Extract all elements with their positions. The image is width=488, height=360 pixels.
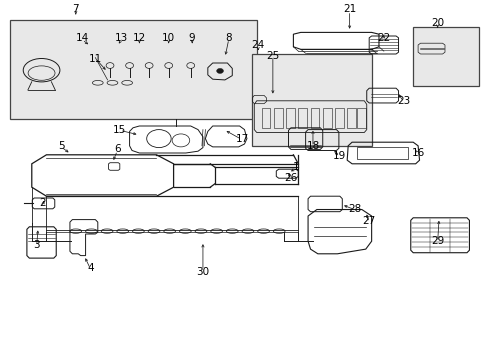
Bar <box>298 108 306 128</box>
Text: 10: 10 <box>162 33 175 43</box>
Text: 30: 30 <box>196 267 209 277</box>
Circle shape <box>216 68 223 73</box>
Text: 18: 18 <box>305 141 319 151</box>
Text: 4: 4 <box>87 263 94 273</box>
Bar <box>251 54 371 146</box>
Bar <box>334 108 343 128</box>
Bar <box>322 108 331 128</box>
Text: 15: 15 <box>113 125 126 135</box>
Text: 26: 26 <box>284 173 297 183</box>
Text: 21: 21 <box>342 4 356 14</box>
Bar <box>285 108 294 128</box>
Text: 22: 22 <box>376 33 390 43</box>
Text: 7: 7 <box>72 4 79 14</box>
Text: 8: 8 <box>225 33 232 43</box>
Text: 24: 24 <box>251 40 264 50</box>
Bar <box>261 108 270 128</box>
Text: 14: 14 <box>75 33 89 43</box>
Text: 27: 27 <box>362 216 375 226</box>
Text: 1: 1 <box>292 162 299 172</box>
Text: 12: 12 <box>132 33 146 43</box>
Bar <box>356 108 365 128</box>
Text: 29: 29 <box>430 236 444 246</box>
Bar <box>310 108 319 128</box>
Bar <box>273 108 282 128</box>
Text: 25: 25 <box>265 51 279 61</box>
Text: 3: 3 <box>33 240 40 250</box>
Bar <box>356 147 407 159</box>
Bar <box>412 27 478 86</box>
Text: 16: 16 <box>410 148 424 158</box>
Bar <box>346 108 355 128</box>
Text: 5: 5 <box>58 141 64 151</box>
Bar <box>10 20 256 119</box>
Text: 28: 28 <box>347 204 361 214</box>
Text: 9: 9 <box>188 33 195 43</box>
Text: 17: 17 <box>235 134 248 144</box>
Text: 2: 2 <box>40 198 46 208</box>
Text: 11: 11 <box>88 54 102 64</box>
Text: 23: 23 <box>396 96 409 106</box>
Text: 13: 13 <box>114 33 128 43</box>
Text: 6: 6 <box>114 144 121 154</box>
Text: 20: 20 <box>430 18 443 28</box>
Text: 19: 19 <box>332 150 346 161</box>
